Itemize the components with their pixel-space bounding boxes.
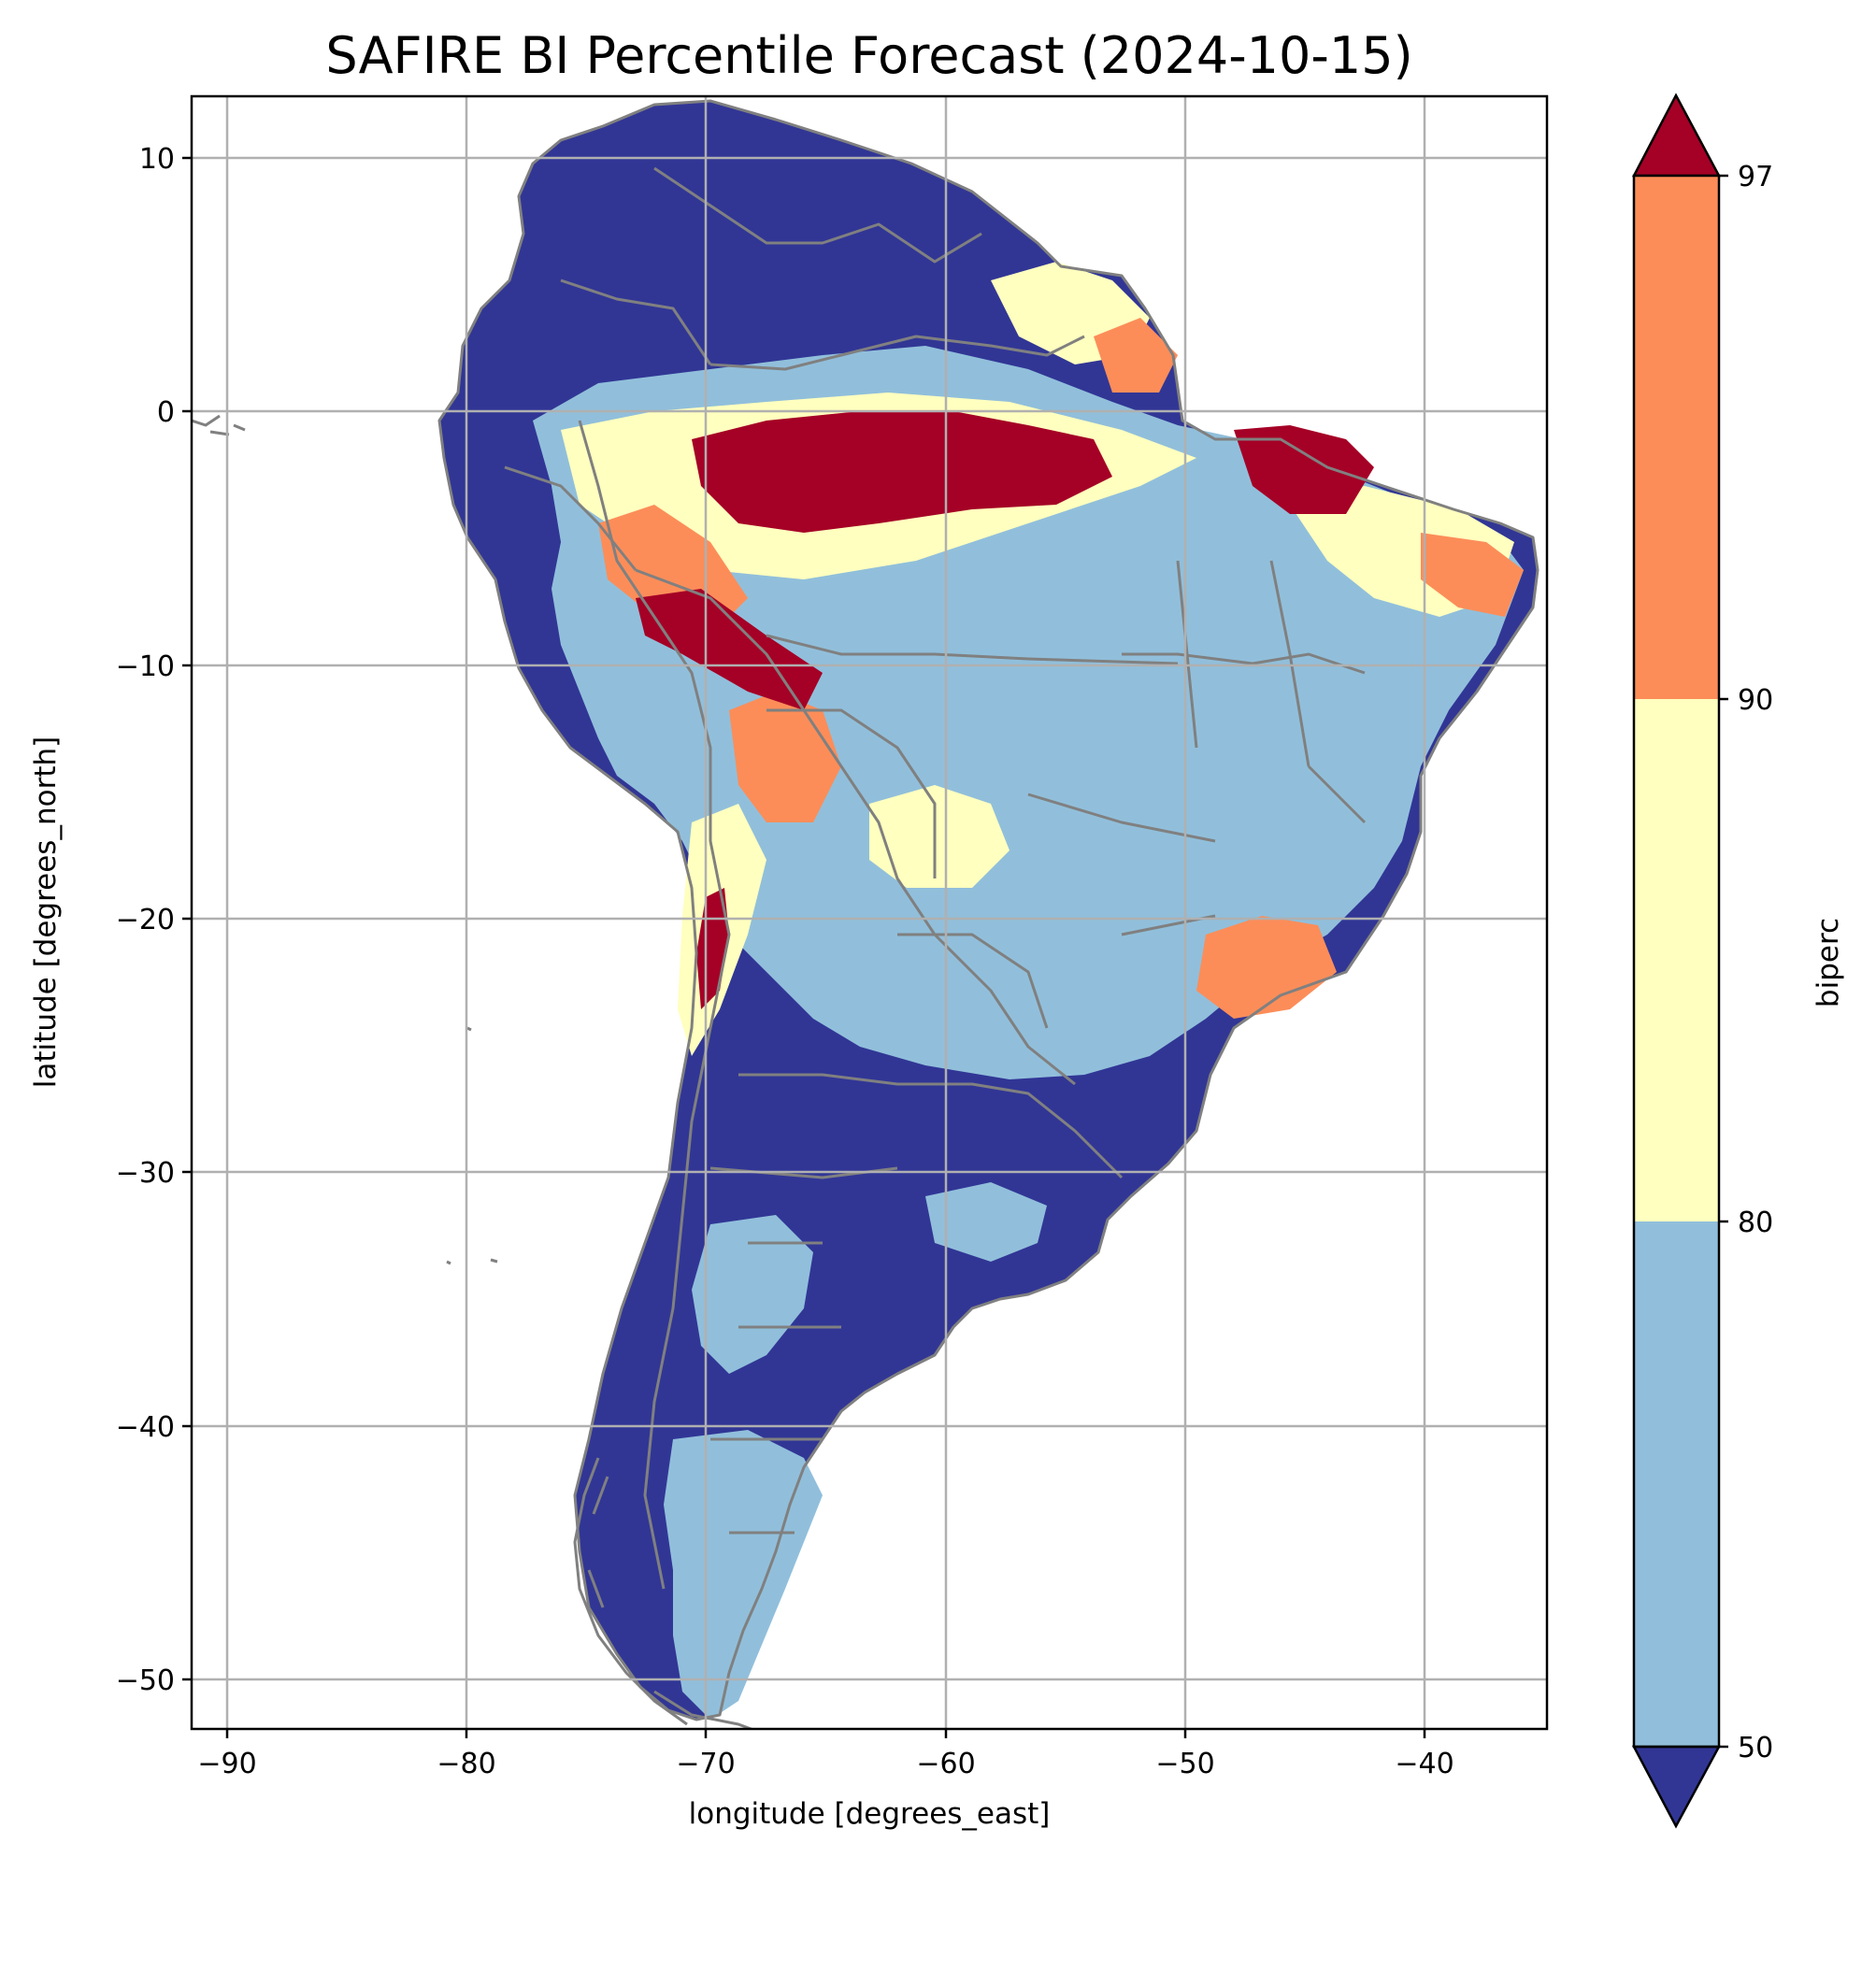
political-borders bbox=[192, 99, 1539, 1729]
border-states-east bbox=[1027, 560, 1367, 936]
region-50-80-patagonia bbox=[664, 1430, 823, 1720]
region-50-80-lower-patagonia bbox=[692, 1215, 813, 1374]
colorbar-label: biperc bbox=[1812, 918, 1845, 1007]
colorbar-band-50-80 bbox=[1634, 1221, 1719, 1747]
x-tick-label: −90 bbox=[197, 1748, 256, 1780]
x-tick-label: −80 bbox=[437, 1748, 495, 1780]
colorbar-tick-label: 97 bbox=[1738, 161, 1773, 193]
y-tick-label: −50 bbox=[116, 1664, 175, 1697]
x-tick-label: −50 bbox=[1155, 1748, 1214, 1780]
region-90-97-southeast bbox=[1196, 916, 1337, 1019]
plot-frame bbox=[190, 94, 1549, 1731]
border-venezuela bbox=[653, 166, 982, 264]
x-tick-label: −40 bbox=[1395, 1748, 1454, 1780]
map-plot-area bbox=[192, 96, 1547, 1729]
region-90-97-amapa bbox=[1094, 318, 1178, 393]
y-axis-label: latitude [degrees_north] bbox=[29, 736, 63, 1088]
y-tick-label: −30 bbox=[116, 1157, 175, 1190]
colorbar-band-90-97 bbox=[1634, 176, 1719, 699]
colorbar-extend-top bbox=[1631, 93, 1722, 178]
colorbar-extend-bottom bbox=[1631, 1745, 1722, 1829]
region-80-90-central bbox=[869, 785, 1010, 888]
colorbar-tick-label: 90 bbox=[1738, 684, 1773, 717]
border-colombia bbox=[560, 279, 712, 365]
colorbar-tick-label: 80 bbox=[1738, 1207, 1773, 1239]
colorbar-band-80-90 bbox=[1634, 699, 1719, 1221]
coastline bbox=[437, 99, 1539, 1721]
falkland-dots bbox=[446, 1026, 498, 1265]
y-tick-label: −20 bbox=[116, 904, 175, 936]
region-above-97-maranhao bbox=[1234, 425, 1374, 514]
galapagos-islands bbox=[192, 414, 246, 436]
border-paraguay bbox=[897, 933, 1049, 1029]
y-axis: 10 0 −10 −20 −30 −40 −50 latitude [degre… bbox=[29, 143, 192, 1697]
border-provinces-argentina bbox=[709, 1166, 898, 1535]
border-argentina bbox=[738, 1073, 1124, 1179]
land-90-97 bbox=[598, 318, 1524, 1019]
region-90-97-northeast bbox=[1421, 533, 1524, 617]
border-brazil-west bbox=[635, 568, 1076, 1086]
x-axis: −90 −80 −70 −60 −50 −40 longitude [degre… bbox=[197, 1729, 1454, 1831]
y-tick-label: 0 bbox=[157, 396, 175, 429]
region-above-97-acre bbox=[636, 589, 823, 710]
border-peru bbox=[504, 465, 637, 571]
gridlines bbox=[192, 96, 1547, 1729]
chile-archipelago bbox=[573, 1457, 755, 1729]
region-50-80-pampas bbox=[925, 1182, 1047, 1262]
border-andes bbox=[578, 420, 731, 1590]
y-tick-label: 10 bbox=[139, 143, 175, 176]
map-title: SAFIRE BI Percentile Forecast (2024-10-1… bbox=[325, 26, 1412, 85]
colorbar: 97 90 80 50 biperc bbox=[1631, 93, 1845, 1829]
y-tick-label: −10 bbox=[116, 650, 175, 683]
border-bolivia bbox=[766, 708, 937, 878]
colorbar-tick-label: 50 bbox=[1738, 1732, 1773, 1764]
colorbar-frame bbox=[1632, 174, 1721, 1749]
x-tick-label: −70 bbox=[676, 1748, 735, 1780]
x-axis-label: longitude [degrees_east] bbox=[689, 1797, 1051, 1831]
border-brazil-north bbox=[709, 335, 1085, 371]
y-tick-label: −40 bbox=[116, 1411, 175, 1444]
region-above-97-amazon bbox=[692, 411, 1112, 533]
border-amazon-line bbox=[766, 634, 1179, 665]
x-tick-label: −60 bbox=[916, 1748, 975, 1780]
